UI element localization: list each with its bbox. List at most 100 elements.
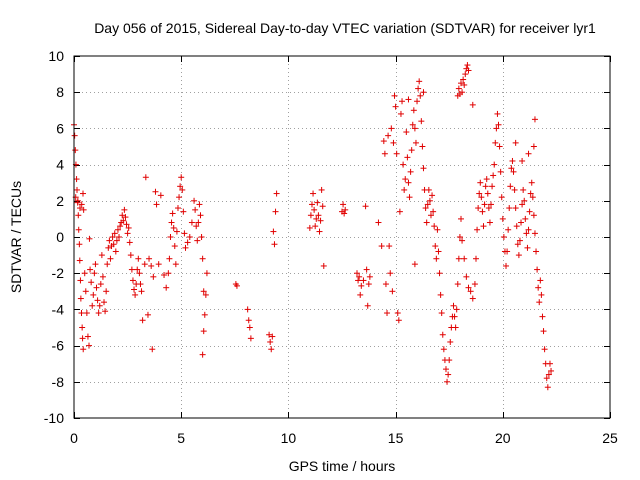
data-point-marker	[89, 302, 96, 309]
data-point-marker	[166, 255, 173, 262]
data-point-marker	[406, 194, 413, 201]
data-point-marker	[546, 360, 553, 367]
data-point-marker	[98, 252, 105, 259]
data-point-marker	[144, 311, 151, 318]
y-tick-label: -4	[52, 301, 65, 317]
data-point-marker	[384, 310, 391, 317]
data-point-marker	[411, 261, 418, 268]
data-point-marker	[461, 81, 468, 88]
data-point-marker	[125, 224, 132, 231]
data-point-marker	[146, 255, 153, 262]
data-point-marker	[419, 143, 426, 150]
data-point-marker	[539, 313, 546, 320]
data-point-marker	[91, 270, 98, 277]
data-point-marker	[405, 179, 412, 186]
chart-title: Day 056 of 2015, Sidereal Day-to-day VTE…	[94, 20, 596, 36]
data-point-marker	[543, 375, 550, 382]
data-point-marker	[267, 338, 274, 345]
data-point-marker	[403, 129, 410, 136]
data-point-marker	[499, 215, 506, 222]
data-point-marker	[459, 89, 466, 96]
data-point-marker	[84, 333, 91, 340]
data-point-marker	[548, 367, 555, 374]
data-point-marker	[244, 306, 251, 313]
data-point-marker	[195, 219, 202, 226]
data-point-marker	[402, 176, 409, 183]
x-tick-label: 20	[495, 430, 511, 446]
data-point-marker	[269, 333, 276, 340]
data-point-marker	[455, 85, 462, 92]
data-point-marker	[182, 244, 189, 251]
data-point-marker	[484, 190, 491, 197]
data-point-marker	[75, 226, 82, 233]
data-point-marker	[113, 237, 120, 244]
data-point-marker	[112, 248, 119, 255]
data-point-marker	[436, 270, 443, 277]
data-point-marker	[172, 261, 179, 268]
data-point-marker	[531, 230, 538, 237]
data-point-marker	[485, 205, 492, 212]
data-point-marker	[316, 228, 323, 235]
data-point-marker	[393, 150, 400, 157]
data-point-marker	[364, 302, 371, 309]
data-point-marker	[94, 297, 101, 304]
data-point-marker	[534, 266, 541, 273]
data-point-marker	[453, 306, 460, 313]
data-point-marker	[178, 174, 185, 181]
data-point-marker	[418, 118, 425, 125]
data-point-marker	[121, 206, 128, 213]
data-point-marker	[138, 288, 145, 295]
data-point-marker	[116, 234, 123, 240]
data-point-marker	[79, 324, 86, 331]
data-point-marker	[311, 206, 318, 213]
data-point-marker	[137, 281, 144, 288]
data-point-marker	[420, 89, 427, 96]
data-point-marker	[173, 228, 180, 235]
data-point-marker	[86, 342, 93, 349]
data-point-marker	[463, 273, 470, 280]
data-point-marker	[457, 215, 464, 222]
data-point-marker	[271, 241, 278, 248]
data-point-marker	[102, 308, 109, 315]
data-point-marker	[415, 85, 422, 92]
data-point-marker	[194, 237, 201, 244]
data-point-marker	[198, 234, 205, 240]
data-point-marker	[168, 219, 175, 226]
data-point-marker	[496, 143, 503, 150]
data-point-marker	[142, 174, 149, 181]
data-point-marker	[199, 255, 206, 262]
data-point-marker	[416, 78, 423, 85]
x-tick-label: 15	[388, 430, 404, 446]
data-point-marker	[493, 125, 500, 132]
data-point-marker	[506, 205, 513, 212]
data-point-marker	[536, 299, 543, 306]
data-point-marker	[491, 161, 498, 168]
data-point-marker	[308, 201, 315, 208]
data-point-marker	[356, 273, 363, 280]
data-point-marker	[161, 272, 168, 279]
data-point-marker	[188, 219, 195, 226]
data-point-marker	[114, 226, 121, 233]
data-point-marker	[127, 252, 134, 259]
data-point-marker	[385, 132, 392, 139]
data-point-marker	[149, 346, 156, 353]
data-point-marker	[482, 183, 489, 190]
data-point-marker	[96, 302, 103, 309]
data-point-marker	[471, 281, 478, 288]
data-point-marker	[451, 313, 458, 320]
data-point-marker	[437, 291, 444, 298]
data-point-marker	[319, 203, 326, 210]
data-point-marker	[414, 98, 421, 105]
data-point-marker	[375, 219, 382, 226]
data-point-marker	[516, 237, 523, 244]
data-point-marker	[180, 208, 187, 215]
data-point-marker	[355, 277, 362, 284]
data-point-marker	[272, 208, 279, 215]
data-point-marker	[529, 194, 536, 201]
data-point-marker	[489, 183, 496, 190]
data-point-marker	[408, 147, 415, 154]
data-point-marker	[200, 288, 207, 295]
data-point-marker	[186, 234, 193, 240]
data-point-marker	[512, 139, 519, 146]
